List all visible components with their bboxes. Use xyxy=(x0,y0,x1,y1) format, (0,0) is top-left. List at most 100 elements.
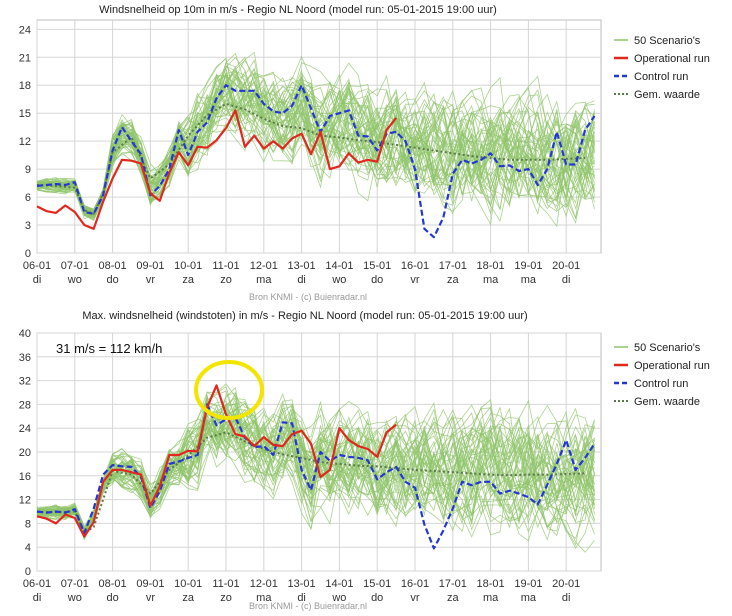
y-tick-label: 6 xyxy=(25,192,31,204)
chart-title: Windsnelheid op 10m in m/s - Regio NL No… xyxy=(99,4,497,16)
y-tick-labels: 0 3 6 9 12 15 18 21 24 xyxy=(19,24,31,260)
control-run-line xyxy=(36,403,596,550)
x-tick-label: 12-01 xyxy=(250,260,278,272)
x-weekday-label: do xyxy=(106,274,118,286)
x-weekday-label: ma xyxy=(256,274,272,286)
x-weekday-label: di xyxy=(562,592,571,604)
y-tick-label: 24 xyxy=(19,24,31,36)
source-credit: Bron KNMI - (c) Buienradar.nl xyxy=(249,292,367,302)
x-tick-label: 06-01 xyxy=(23,260,51,272)
scenario-line xyxy=(36,93,595,212)
x-tick-label: 08-01 xyxy=(99,260,127,272)
y-tick-label: 0 xyxy=(25,566,31,578)
legend-label-scenarios: 50 Scenario's xyxy=(634,342,701,354)
x-tick-label: 07-01 xyxy=(61,578,89,590)
x-tick-label: 15-01 xyxy=(363,578,391,590)
scenario-line xyxy=(36,410,595,533)
x-tick-label: 12-01 xyxy=(250,578,278,590)
scenario-line xyxy=(36,81,595,220)
x-tick-label: 16-01 xyxy=(401,578,429,590)
y-tick-label: 24 xyxy=(19,423,31,435)
x-tick-label: 17-01 xyxy=(439,578,467,590)
x-weekday-label: ma xyxy=(521,592,537,604)
x-weekday-label: di xyxy=(33,274,42,286)
x-tick-label: 15-01 xyxy=(363,260,391,272)
legend-label-scenarios: 50 Scenario's xyxy=(634,35,701,47)
source-credit: Bron KNMI - (c) Buienradar.nl xyxy=(249,601,367,611)
y-tick-label: 28 xyxy=(19,399,31,411)
x-weekday-label: di xyxy=(33,592,42,604)
x-tick-label: 07-01 xyxy=(61,260,89,272)
x-tick-label: 19-01 xyxy=(514,260,542,272)
scenario-line xyxy=(36,416,595,547)
x-weekday-label: zo xyxy=(220,274,232,286)
y-tick-label: 12 xyxy=(19,495,31,507)
y-tick-label: 0 xyxy=(25,248,31,260)
operational-run-line xyxy=(36,109,397,230)
legend-label-control: Control run xyxy=(634,378,688,390)
x-tick-label: 20-01 xyxy=(552,578,580,590)
x-weekday-label: ma xyxy=(256,592,272,604)
x-weekday-label: di xyxy=(297,274,306,286)
legend-label-mean: Gem. waarde xyxy=(634,89,700,101)
x-weekday-label: di xyxy=(297,592,306,604)
x-weekday-label: vr xyxy=(146,592,156,604)
legend: 50 Scenario's Operational run Control ru… xyxy=(614,342,710,408)
x-tick-label: 20-01 xyxy=(552,260,580,272)
x-weekday-label: ma xyxy=(483,592,499,604)
x-tick-label: 13-01 xyxy=(288,578,316,590)
x-tick-label: 09-01 xyxy=(136,260,164,272)
wind-speed-chart: Windsnelheid op 10m in m/s - Regio NL No… xyxy=(19,4,710,302)
legend: 50 Scenario's Operational run Control ru… xyxy=(614,35,710,101)
x-weekday-label: za xyxy=(447,592,460,604)
x-tick-label: 19-01 xyxy=(514,578,542,590)
x-weekday-label: do xyxy=(371,592,383,604)
x-weekday-label: za xyxy=(447,274,460,286)
x-tick-label: 16-01 xyxy=(401,260,429,272)
y-tick-label: 12 xyxy=(19,136,31,148)
gust-annotation: 31 m/s = 112 km/h xyxy=(56,341,162,356)
x-weekday-label: di xyxy=(562,274,571,286)
x-weekday-label: vr xyxy=(410,274,420,286)
y-tick-label: 16 xyxy=(19,471,31,483)
x-weekday-label: ma xyxy=(521,274,537,286)
x-tick-label: 10-01 xyxy=(174,260,202,272)
control-run-line xyxy=(36,84,596,239)
legend-label-mean: Gem. waarde xyxy=(634,396,700,408)
highlight-circle xyxy=(194,360,264,420)
y-tick-label: 15 xyxy=(19,108,31,120)
chart-title: Max. windsnelheid (windstoten) in m/s - … xyxy=(82,310,527,322)
y-tick-label: 32 xyxy=(19,376,31,388)
y-tick-label: 9 xyxy=(25,164,31,176)
x-weekday-label: vr xyxy=(410,592,420,604)
x-weekday-label: wo xyxy=(67,592,82,604)
wind-gust-chart-panel: Max. windsnelheid (windstoten) in m/s - … xyxy=(0,306,732,611)
x-weekday-label: za xyxy=(182,274,195,286)
y-tick-label: 18 xyxy=(19,80,31,92)
y-tick-label: 20 xyxy=(19,447,31,459)
x-tick-label: 11-01 xyxy=(212,260,239,272)
x-tick-label: 17-01 xyxy=(439,260,467,272)
y-tick-label: 8 xyxy=(25,518,31,530)
legend-label-control: Control run xyxy=(634,71,688,83)
scenario-line xyxy=(36,74,595,210)
x-tick-label: 06-01 xyxy=(23,578,51,590)
scenario-line xyxy=(37,403,595,534)
scenario-line xyxy=(36,67,595,212)
legend-label-operational: Operational run xyxy=(634,360,710,372)
x-tick-label: 18-01 xyxy=(477,578,505,590)
y-tick-label: 36 xyxy=(19,352,31,364)
y-tick-labels: 0 4 8 12 16 20 24 28 32 36 40 xyxy=(19,328,31,578)
mean-line xyxy=(37,431,586,534)
scenario-lines xyxy=(36,51,595,228)
x-tick-label: 09-01 xyxy=(136,578,164,590)
x-weekday-label: wo xyxy=(331,274,346,286)
scenario-line xyxy=(36,418,595,531)
x-weekday-label: wo xyxy=(331,592,346,604)
x-weekday-label: vr xyxy=(146,274,156,286)
x-tick-labels: 06-01 di 07-01 wo 08-01 do 09-01 vr 10-01 za 11-01… xyxy=(23,578,580,604)
x-tick-label: 11-01 xyxy=(212,578,239,590)
y-tick-label: 4 xyxy=(25,542,31,554)
x-weekday-label: ma xyxy=(483,274,499,286)
x-weekday-label: do xyxy=(106,592,118,604)
